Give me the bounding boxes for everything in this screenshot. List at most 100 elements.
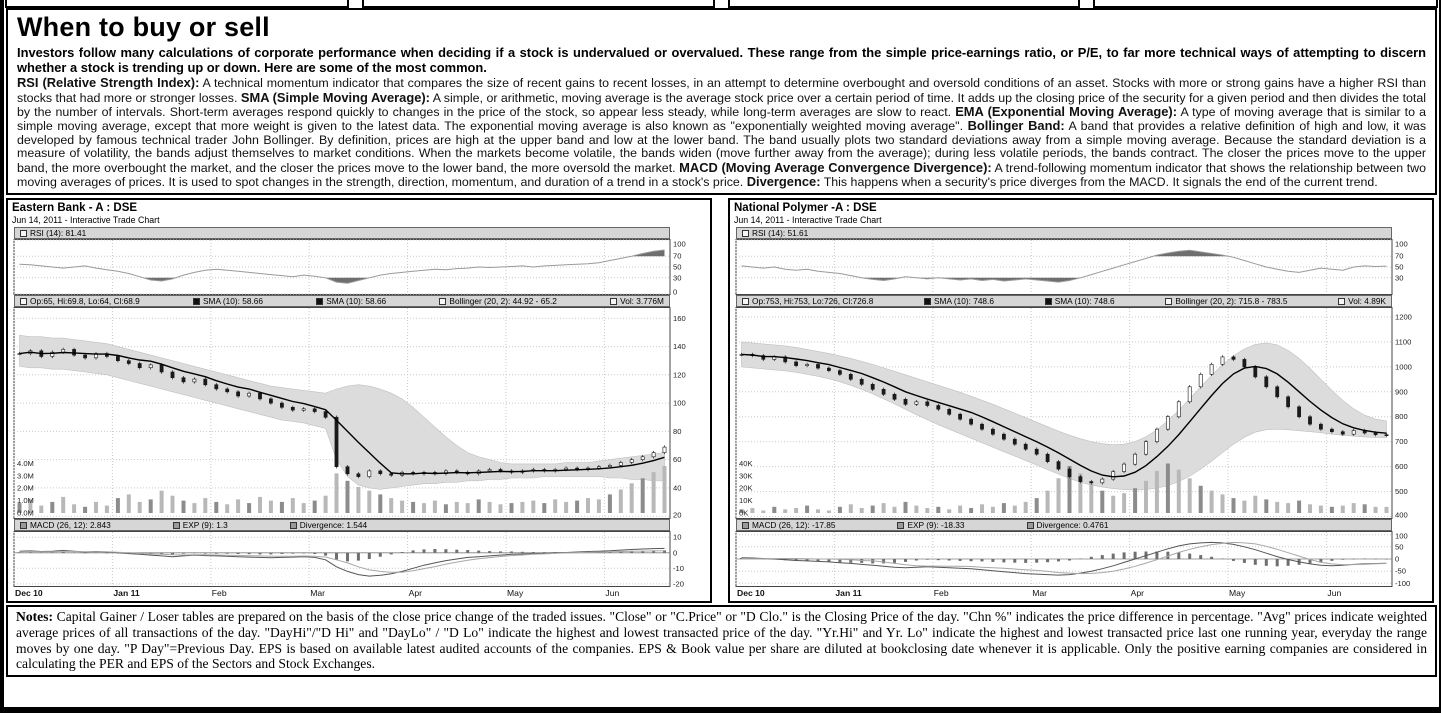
notes-label: Notes: [16, 609, 53, 625]
rsi-pane: 100 70 50 30 0 [13, 239, 686, 296]
cropped-tables-strip [4, 0, 1439, 8]
pane-frame [13, 531, 671, 588]
chart-panel-eastern-bank: Eastern Bank - A : DSE Jun 14, 2011 - In… [6, 198, 712, 604]
definition-text: A trend-following momentum indicator tha… [17, 160, 1426, 190]
rsi-line [19, 249, 665, 285]
legend-item: SMA (10): 58.66 [316, 296, 386, 306]
legend-item: RSI (14): 51.61 [742, 228, 808, 238]
chart-panel-national-polymer: National Polymer -A : DSE Jun 14, 2011 -… [728, 198, 1434, 604]
legend-item: SMA (10): 748.6 [1044, 296, 1115, 306]
definitions-paragraph: RSI (Relative Strength Index): A technic… [17, 76, 1426, 189]
legend-checkbox-icon [20, 521, 27, 529]
rsi-pane: 100 70 50 30 [735, 239, 1408, 296]
legend-label: Divergence: 0.4761 [1036, 520, 1109, 531]
macd-tick-label: 50 [1395, 543, 1403, 552]
macd-legend-strip: MACD (26, 12): 2.843 EXP (9): 1.3 Divergen… [14, 519, 670, 532]
macd-legend-strip: MACD (26, 12): -17.85 EXP (9): -18.33 Dive… [736, 519, 1392, 532]
price-tick-label: 1100 [1395, 338, 1411, 347]
definition-term: SMA (Simple Moving Average): [240, 89, 430, 105]
price-tick-label: 160 [673, 314, 686, 323]
legend-checkbox-icon [742, 521, 749, 529]
price-tick-label: 600 [1395, 463, 1408, 472]
cropped-table-box [5, 0, 349, 8]
legend-item: SMA (10): 748.6 [924, 296, 994, 306]
price-tick-label: 1200 [1395, 313, 1412, 322]
month-label: Jan 11 [835, 588, 862, 599]
macd-tick-label: -100 [1395, 579, 1410, 587]
definition-rsi: RSI (Relative Strength Index): A technic… [17, 76, 1426, 104]
price-tick-label: 800 [1395, 413, 1408, 422]
legend-label: Op:753, Hi:753, Lo:726, Cl:726.8 [752, 296, 874, 307]
legend-item: Op:753, Hi:753, Lo:726, Cl:726.8 [742, 296, 873, 306]
price-tick-label: 40 [673, 484, 681, 493]
legend-checkbox-icon [20, 297, 27, 305]
rsi-legend-strip: RSI (14): 81.41 [14, 227, 670, 240]
cropped-table-box [362, 0, 715, 8]
axis-tick-label: 70 [1395, 252, 1403, 261]
month-label: Jun [605, 588, 620, 599]
month-label: Apr [1130, 588, 1144, 599]
macd-tick-label: 0 [673, 549, 677, 558]
legend-label: Divergence: 1.544 [299, 520, 368, 531]
legend-checkbox-icon [439, 297, 447, 305]
legend-checkbox-icon [316, 297, 324, 305]
macd-pane: 10 0 -10 -20 [13, 531, 684, 588]
cropped-table-box [728, 0, 1080, 8]
definition-sma: SMA (Simple Moving Average): A simple, o… [17, 89, 1426, 119]
legend-checkbox-icon [193, 297, 201, 305]
definition-text: This happens when a security's price div… [823, 175, 1378, 190]
intro-lead: Investors follow many calculations of co… [17, 45, 1426, 75]
legend-label: EXP (9): -18.33 [907, 520, 965, 531]
month-label: Mar [310, 588, 325, 599]
legend-checkbox-icon [1026, 521, 1034, 529]
axis-tick-label: 50 [673, 263, 681, 272]
rsi-overbought-fill [1153, 250, 1228, 257]
chart-title: National Polymer -A : DSE [734, 202, 877, 215]
notes-text: Capital Gainer / Loser tables are prepar… [16, 609, 1427, 672]
month-label: Feb [211, 588, 227, 599]
definition-term: RSI (Relative Strength Index): [17, 75, 200, 91]
legend-checkbox-icon [289, 521, 297, 529]
legend-item: Vol: 3.776M [610, 296, 664, 306]
volume-tick-label: 2.0M [17, 484, 34, 493]
x-axis: Dec 10 Jan 11 Feb Mar Apr May Jun [12, 587, 706, 600]
price-tick-label: 120 [673, 371, 686, 380]
legend-checkbox-icon [742, 297, 749, 305]
chart-header: National Polymer -A : DSE Jun 14, 2011 -… [734, 202, 1428, 225]
legend-item: MACD (26, 12): -17.85 [742, 520, 835, 530]
candlesticks [739, 353, 1389, 485]
definition-ema: EMA (Exponential Moving Average): A type… [17, 105, 1426, 133]
legend-label: EXP (9): 1.3 [182, 520, 228, 531]
macd-tick-label: 10 [673, 533, 681, 542]
price-legend-strip: Op:753, Hi:753, Lo:726, Cl:726.8 SMA (10)… [736, 295, 1392, 308]
intro-section: When to buy or sell Investors follow man… [6, 8, 1437, 196]
legend-item: MACD (26, 12): 2.843 [20, 520, 111, 530]
chart-subtitle: Jun 14, 2011 - Interactive Trade Chart [12, 215, 160, 226]
bollinger-band [741, 342, 1387, 491]
month-label: Mar [1032, 588, 1047, 599]
volume-tick-label: 20K [739, 484, 753, 493]
legend-checkbox-icon [172, 521, 180, 529]
legend-label: Vol: 3.776M [620, 296, 664, 307]
legend-item: RSI (14): 81.41 [20, 228, 86, 238]
definition-bollinger: Bollinger Band: A band that provides a r… [17, 119, 1426, 174]
volume-tick-label: 3.0M [17, 472, 34, 481]
chart-header: Eastern Bank - A : DSE Jun 14, 2011 - In… [12, 202, 706, 225]
price-tick-label: 80 [673, 427, 681, 436]
chart-title: Eastern Bank - A : DSE [12, 202, 138, 215]
axis-tick-label: 50 [1395, 263, 1403, 272]
legend-label: RSI (14): 51.61 [752, 228, 809, 239]
legend-label: RSI (14): 81.41 [30, 228, 87, 239]
macd-tick-label: -50 [1395, 567, 1406, 576]
axis-tick-label: 30 [1395, 274, 1403, 283]
volume-bars [17, 466, 667, 514]
definition-macd: MACD (Moving Average Convergence Diverge… [17, 160, 1426, 190]
x-axis: Dec 10 Jan 11 Feb Mar Apr May Jun [734, 587, 1428, 600]
month-label: Feb [933, 588, 949, 599]
legend-checkbox-icon [1044, 297, 1052, 305]
axis-tick-label: 100 [673, 240, 686, 249]
cropped-table-box [1093, 0, 1438, 8]
page-title: When to buy or sell [17, 12, 270, 42]
month-label: Jan 11 [113, 588, 140, 599]
